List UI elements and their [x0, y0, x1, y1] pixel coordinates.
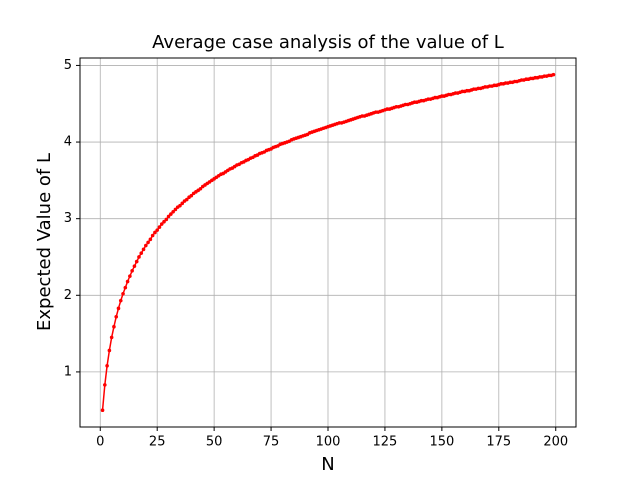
- y-axis-label: Expected Value of L: [34, 153, 55, 331]
- marker: [173, 207, 178, 212]
- marker: [141, 247, 146, 252]
- marker: [103, 383, 107, 387]
- x-tick-label: 50: [206, 435, 223, 450]
- marker: [121, 291, 125, 296]
- marker: [198, 186, 203, 191]
- marker: [159, 222, 164, 226]
- marker: [150, 233, 155, 238]
- y-tick-label: 1: [64, 364, 72, 379]
- x-tick-label: 100: [316, 435, 341, 450]
- marker: [109, 335, 114, 340]
- marker: [132, 264, 137, 268]
- marker: [123, 285, 128, 290]
- marker: [180, 201, 185, 206]
- chart-title: Average case analysis of the value of L: [152, 32, 504, 53]
- marker: [164, 217, 169, 222]
- marker: [114, 314, 119, 319]
- x-tick-label: 25: [149, 435, 166, 450]
- marker: [162, 219, 166, 224]
- y-tick-label: 5: [64, 58, 72, 73]
- marker: [146, 240, 150, 245]
- x-tick-label: 175: [486, 435, 511, 450]
- marker: [100, 408, 105, 413]
- y-tick-label: 2: [64, 288, 72, 303]
- marker: [144, 243, 148, 248]
- marker: [125, 279, 130, 284]
- marker: [130, 268, 134, 273]
- marker: [148, 237, 153, 242]
- marker: [105, 363, 109, 368]
- marker: [551, 72, 556, 77]
- marker: [116, 306, 121, 311]
- marker: [112, 324, 116, 329]
- y-tick-label: 3: [64, 211, 72, 226]
- y-tick-label: 4: [64, 135, 72, 150]
- x-tick-label: 150: [429, 435, 454, 450]
- x-tick-label: 125: [373, 435, 398, 450]
- x-axis-label: N: [321, 454, 334, 475]
- grid: [80, 58, 576, 427]
- marker: [128, 274, 132, 278]
- marker: [157, 225, 162, 229]
- marker: [178, 203, 182, 208]
- marker: [139, 251, 144, 255]
- marker: [169, 212, 173, 216]
- marker: [118, 298, 123, 303]
- marker: [153, 230, 157, 235]
- plot-area: [100, 72, 556, 413]
- x-tick-label: 75: [263, 435, 280, 450]
- marker: [134, 259, 139, 264]
- marker: [137, 255, 141, 259]
- marker: [155, 228, 160, 232]
- marker: [166, 214, 171, 219]
- marker: [171, 209, 175, 214]
- marker: [107, 348, 112, 353]
- x-tick-label: 200: [543, 435, 568, 450]
- marker: [189, 193, 194, 198]
- marker: [185, 197, 189, 202]
- x-tick-label: 0: [96, 435, 104, 450]
